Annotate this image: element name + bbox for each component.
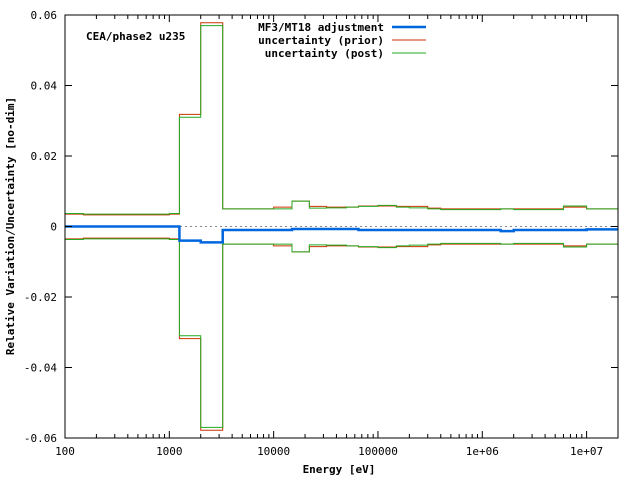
x-tick-label: 10000 bbox=[257, 445, 290, 458]
y-tick-label: 0.06 bbox=[31, 9, 58, 22]
series-prior-lower-line bbox=[65, 237, 618, 431]
x-axis-title: Energy [eV] bbox=[303, 463, 376, 476]
chart-annotation: CEA/phase2 u235 bbox=[86, 30, 185, 43]
ticks-layer: 100 1000 10000 100000 1e+06 1e+07 -0.06 -0.04 -0… bbox=[24, 9, 619, 458]
x-tick-label: 100000 bbox=[358, 445, 398, 458]
series-prior-upper-line bbox=[65, 22, 618, 216]
y-tick-label: 0.04 bbox=[31, 80, 58, 93]
legend-entry-adjustment-label: MF3/MT18 adjustment bbox=[258, 21, 384, 34]
legend-entry-prior-label: uncertainty (prior) bbox=[258, 34, 384, 47]
legend-entry-post-label: uncertainty (post) bbox=[265, 47, 384, 60]
y-tick-label: -0.06 bbox=[24, 432, 57, 445]
x-tick-label: 1e+06 bbox=[466, 445, 499, 458]
y-tick-label: 0 bbox=[50, 221, 57, 234]
series-layer bbox=[65, 22, 618, 431]
y-tick-label: -0.04 bbox=[24, 362, 57, 375]
series-adjustment-line bbox=[65, 225, 618, 244]
x-tick-label: 1e+07 bbox=[570, 445, 603, 458]
series-post-upper-line bbox=[65, 25, 618, 215]
y-tick-label: 0.02 bbox=[31, 150, 58, 163]
y-axis-title: Relative Variation/Uncertainty [no-dim] bbox=[4, 97, 17, 355]
y-tick-label: -0.02 bbox=[24, 291, 57, 304]
series-post-lower-line bbox=[65, 238, 618, 428]
x-tick-label: 100 bbox=[55, 445, 75, 458]
x-tick-label: 1000 bbox=[156, 445, 183, 458]
